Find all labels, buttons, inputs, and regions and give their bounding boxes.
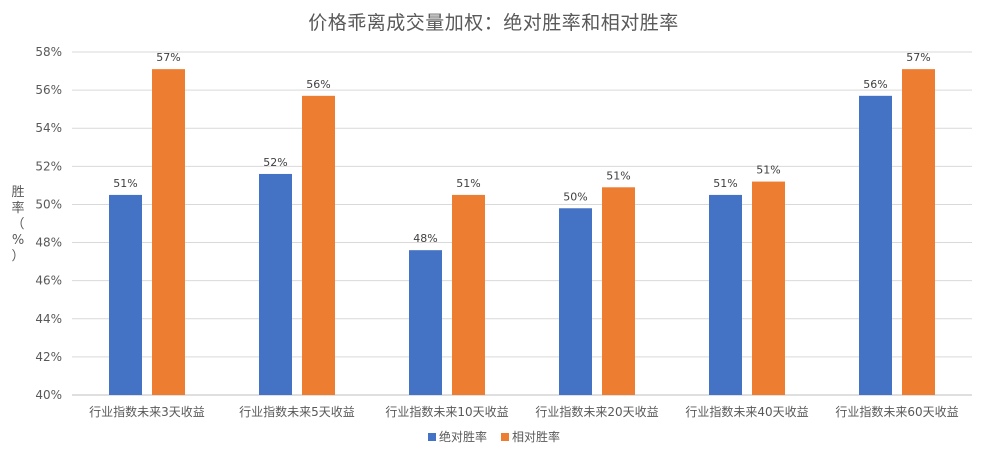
data-label: 48% xyxy=(413,232,437,245)
data-label: 52% xyxy=(263,156,287,169)
data-label: 51% xyxy=(756,164,780,177)
data-label: 57% xyxy=(906,51,930,64)
data-label: 51% xyxy=(713,177,737,190)
data-label: 57% xyxy=(156,51,180,64)
x-tick-label: 行业指数未来60天收益 xyxy=(835,404,958,419)
bar-relative xyxy=(902,69,935,396)
y-tick-label: 50% xyxy=(35,197,62,211)
x-tick-label: 行业指数未来3天收益 xyxy=(89,404,205,419)
y-tick-label: 46% xyxy=(35,274,62,288)
bar-relative xyxy=(452,194,485,395)
x-tick-label: 行业指数未来10天收益 xyxy=(385,404,508,419)
bar-relative xyxy=(602,187,635,395)
chart-title: 价格乖离成交量加权：绝对胜率和相对胜率 xyxy=(308,12,679,34)
bar-absolute xyxy=(559,208,592,395)
bar-absolute xyxy=(109,194,142,395)
bar-relative xyxy=(302,95,335,396)
y-tick-label: 42% xyxy=(35,350,62,364)
data-label: 51% xyxy=(606,169,630,182)
data-label: 56% xyxy=(306,78,330,91)
y-tick-label: 56% xyxy=(35,83,62,97)
legend-label: 相对胜率 xyxy=(512,429,560,444)
legend-swatch xyxy=(428,433,436,441)
data-label: 56% xyxy=(863,78,887,91)
y-tick-label: 54% xyxy=(35,121,62,135)
x-tick-label: 行业指数未来20天收益 xyxy=(535,404,658,419)
y-tick-label: 52% xyxy=(35,159,62,173)
bar-absolute xyxy=(859,95,892,396)
legend-swatch xyxy=(501,433,509,441)
y-tick-label: 58% xyxy=(35,45,62,59)
y-tick-label: 40% xyxy=(35,388,62,402)
data-label: 50% xyxy=(563,190,587,203)
x-tick-label: 行业指数未来40天收益 xyxy=(685,404,808,419)
y-tick-label: 48% xyxy=(35,236,62,250)
bar-relative xyxy=(752,181,785,395)
x-tick-label: 行业指数未来5天收益 xyxy=(239,404,355,419)
y-axis-label: 胜率（%） xyxy=(11,185,24,264)
data-label: 51% xyxy=(113,177,137,190)
y-tick-label: 44% xyxy=(35,312,62,326)
bar-absolute xyxy=(709,194,742,395)
data-label: 51% xyxy=(456,177,480,190)
bar-absolute xyxy=(409,250,442,395)
bar-absolute xyxy=(259,173,292,395)
legend-label: 绝对胜率 xyxy=(439,429,487,444)
bar-relative xyxy=(152,69,185,396)
